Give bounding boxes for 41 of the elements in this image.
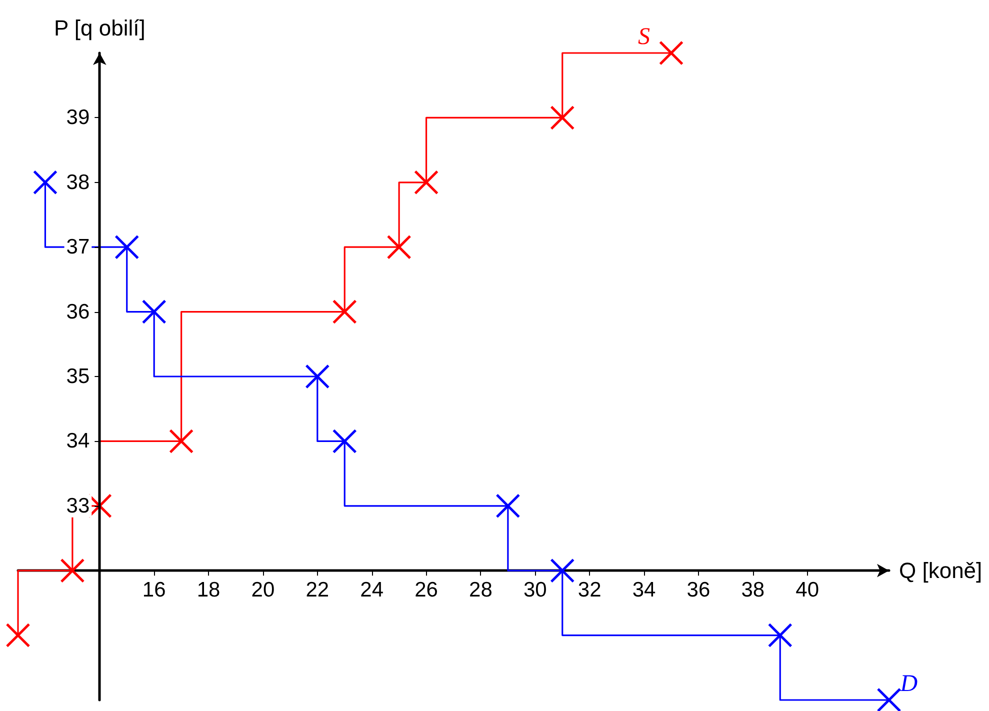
x-tick-label: 24 <box>360 578 384 602</box>
point <box>142 300 166 324</box>
x-tick-label: 26 <box>414 578 438 602</box>
point <box>60 558 85 583</box>
y-axis-title: P [q obilí] <box>54 16 146 40</box>
y-tick-label: 39 <box>66 106 90 130</box>
y-tick-label: 34 <box>66 430 90 453</box>
x-tick-label: 18 <box>196 578 220 602</box>
y-tick-label: 37 <box>66 236 90 259</box>
point <box>496 494 520 518</box>
y-tick-label: 36 <box>66 300 90 324</box>
x-axis-title: Q [koně] <box>899 558 982 584</box>
point <box>169 428 194 454</box>
point <box>659 40 684 66</box>
point <box>332 428 357 454</box>
series-label: D <box>899 671 918 697</box>
point <box>114 234 140 260</box>
x-tick-label: 30 <box>523 578 547 602</box>
y-tick-label: 33 <box>66 494 90 518</box>
x-tick-label: 20 <box>251 578 275 602</box>
point <box>414 170 439 195</box>
point <box>550 105 575 130</box>
point <box>6 623 30 648</box>
point <box>32 170 58 195</box>
y-tick-label: 35 <box>66 365 90 388</box>
x-tick-label: 16 <box>142 578 166 602</box>
point <box>876 688 902 711</box>
point <box>305 364 330 389</box>
x-tick-label: 36 <box>686 578 710 602</box>
point <box>332 300 357 324</box>
series-label: S <box>638 24 650 50</box>
point <box>550 558 575 583</box>
point <box>768 623 792 648</box>
point <box>386 234 412 260</box>
y-tick-label: 38 <box>66 170 90 194</box>
x-tick-label: 28 <box>469 578 492 602</box>
x-tick-label: 32 <box>578 578 602 602</box>
x-tick-label: 40 <box>796 578 820 602</box>
x-tick-label: 38 <box>741 578 765 602</box>
x-tick-label: 34 <box>632 578 656 602</box>
x-tick-label: 22 <box>306 578 330 602</box>
